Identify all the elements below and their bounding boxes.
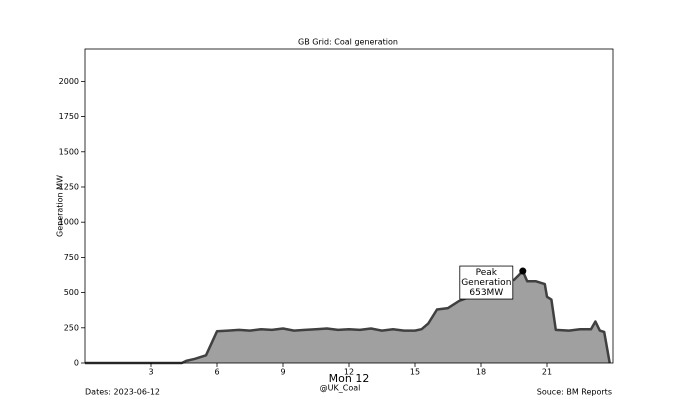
x-tick-label: 6	[214, 368, 219, 377]
y-tick-label: 0	[74, 359, 79, 368]
annotation-text: 653MW	[469, 288, 503, 298]
y-tick-label: 1250	[59, 182, 79, 191]
y-tick-label: 1500	[59, 147, 79, 156]
y-tick-label: 750	[64, 253, 79, 262]
y-tick-label: 2000	[59, 77, 79, 86]
x-axis-label: Mon 12	[329, 372, 370, 385]
x-tick-label: 21	[542, 368, 552, 377]
x-tick-label: 9	[280, 368, 285, 377]
area-line	[85, 269, 611, 365]
peak-marker	[519, 267, 527, 275]
y-axis-label: Generation MW	[56, 175, 65, 237]
chart-title: GB Grid: Coal generation	[298, 38, 398, 47]
annotation-text: Peak	[476, 268, 498, 278]
credit: @UK_Coal	[320, 384, 361, 393]
footer-right: Souce: BM Reports	[537, 388, 612, 397]
x-tick-label: 15	[410, 368, 420, 377]
x-tick-label: 3	[148, 368, 153, 377]
x-tick-label: 12	[344, 368, 354, 377]
annotation-box	[459, 265, 514, 300]
annotation-text: Generation	[461, 278, 511, 288]
y-tick-label: 1750	[59, 112, 79, 121]
footer-left: Dates: 2023-06-12	[85, 388, 160, 397]
area-fill	[85, 271, 610, 363]
y-tick-label: 250	[64, 323, 79, 332]
y-tick-label: 1000	[59, 218, 79, 227]
x-tick-label: 18	[476, 368, 486, 377]
y-tick-label: 500	[64, 288, 79, 297]
